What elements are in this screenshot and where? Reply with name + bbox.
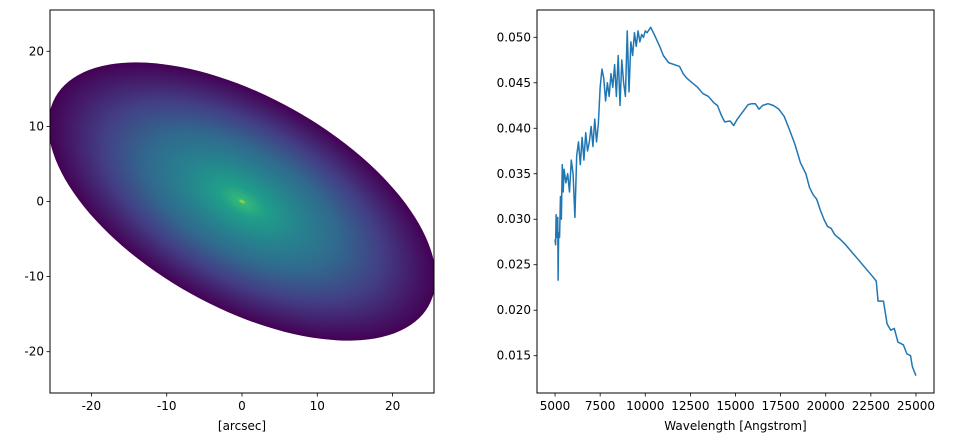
x-tick-label: 12500 [671,399,709,413]
x-tick-label: 15000 [716,399,754,413]
y-tick-label: 0.035 [497,167,531,181]
y-tick-label: 0.020 [497,303,531,317]
y-tick-label: 0.040 [497,121,531,135]
x-tick-label: 20000 [807,399,845,413]
y-tick-label: 0.015 [497,349,531,363]
y-tick-label: 0 [36,195,44,209]
x-axis-label: [arcsec] [218,419,266,433]
x-tick-label: -10 [157,399,177,413]
x-tick-label: 7500 [585,399,616,413]
y-tick-label: -10 [24,270,44,284]
y-tick-label: 0.050 [497,30,531,44]
y-tick-label: -20 [24,345,44,359]
galaxy-image [50,62,434,341]
x-tick-label: 22500 [852,399,890,413]
x-tick-label: -20 [82,399,102,413]
plot-area [554,26,917,376]
spectrum-line [554,26,917,376]
x-tick-label: 10 [310,399,325,413]
x-tick-label: 10000 [626,399,664,413]
y-tick-label: 0.045 [497,76,531,90]
y-tick-label: 10 [29,119,44,133]
plot-area [50,62,434,341]
x-tick-label: 5000 [540,399,571,413]
x-axis-label: Wavelength [Angstrom] [664,419,806,433]
x-tick-label: 0 [238,399,246,413]
x-tick-label: 20 [385,399,400,413]
y-tick-label: 0.030 [497,212,531,226]
x-tick-label: 17500 [762,399,800,413]
y-tick-label: 20 [29,44,44,58]
y-tick-label: 0.025 [497,258,531,272]
axes-frame [536,9,935,394]
x-tick-label: 25000 [897,399,935,413]
